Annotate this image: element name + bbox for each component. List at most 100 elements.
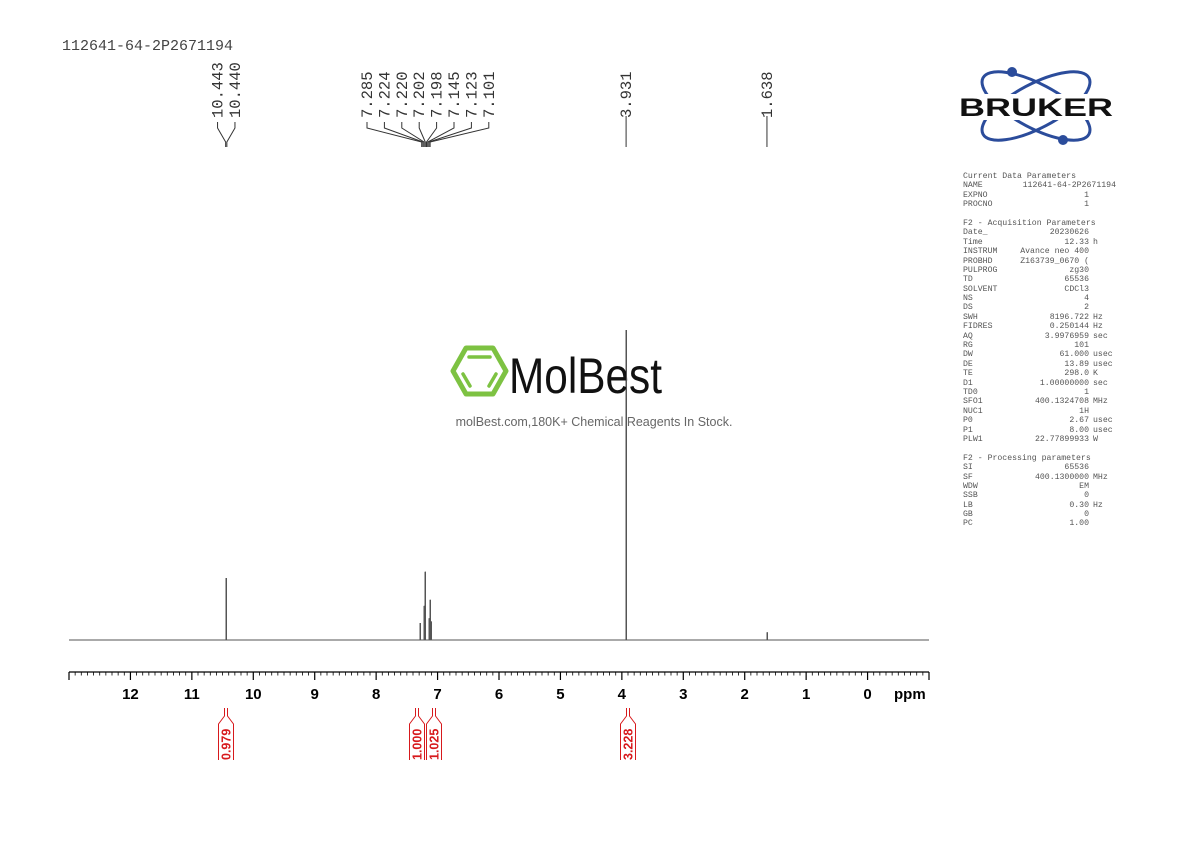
parameter-value: 101 [1074,341,1089,351]
parameter-row: DW 61.000 usec [963,350,1123,359]
parameter-row: INSTRUM Avance neo 400 [963,247,1123,256]
parameter-value: 298.0 [1064,369,1089,379]
peak-label: 3.931 [618,71,636,118]
parameter-unit [1089,482,1119,491]
molbest-logo: MolBest [450,345,662,404]
peak-label: 7.145 [446,71,464,118]
parameter-unit [1089,510,1119,519]
parameter-row: RG 101 [963,341,1123,350]
parameter-value: 1 [1084,200,1089,210]
x-tick-label: 5 [556,686,564,703]
parameter-value: Z163739_0670 ( [1020,256,1089,266]
parameter-name: TD0 [963,387,978,397]
parameter-row: SWH 8196.722 Hz [963,313,1123,322]
parameter-name: TE [963,369,973,379]
watermark-tagline: molBest.com,180K+ Chemical Reagents In S… [456,415,733,429]
parameter-name: DW [963,350,973,360]
parameter-value: 400.1300000 [1034,472,1089,482]
parameter-row: Time 12.33 h [963,238,1123,247]
peak-label: 1.638 [759,71,777,118]
parameter-name: INSTRUM [963,247,998,257]
parameter-name: TD [963,275,973,285]
peak-label: 7.123 [463,71,481,118]
parameter-row: LB 0.30 Hz [963,501,1123,510]
parameter-row: PULPROG zg30 [963,266,1123,275]
x-tick-label: 1 [802,686,810,703]
parameter-unit [1089,388,1119,397]
parameter-value: 0 [1084,491,1089,501]
parameter-unit [1089,303,1119,312]
peak-label: 7.224 [376,71,394,118]
parameter-row: NS 4 [963,294,1123,303]
hexagon-icon [450,345,509,397]
peak-label: 7.285 [359,71,377,118]
parameter-value: 1H [1079,406,1089,416]
parameter-unit [1089,257,1119,266]
x-axis: 12 11 10 9 8 7 6 5 4 3 2 1 0 [68,671,930,703]
parameter-name: DE [963,359,973,369]
parameter-value: 65536 [1064,275,1089,285]
x-tick-label: 10 [245,686,262,703]
parameter-value: 1.00000000 [1039,378,1089,388]
parameter-row: SF 400.1300000 MHz [963,473,1123,482]
parameter-name: PROCNO [963,200,993,210]
parameter-row: WDW EM [963,482,1123,491]
parameter-value: 3.9976959 [1044,331,1089,341]
peak-label-connector [401,122,425,147]
parameter-name: WDW [963,481,978,491]
parameter-unit: sec [1093,331,1108,341]
parameter-section-title: F2 - Acquisition Parameters [963,218,1096,228]
peak-label-connector [426,122,438,147]
parameter-unit: h [1093,237,1098,247]
parameter-name: RG [963,341,973,351]
parameter-row: SOLVENT CDCl3 [963,285,1123,294]
parameter-name: PC [963,519,973,529]
peak-label-connector [427,122,455,147]
peak-label-connector [366,122,423,147]
parameter-unit [1089,294,1119,303]
peak-label-connector [428,122,472,147]
parameter-value: 61.000 [1059,350,1089,360]
parameter-row: PLW1 22.77899933 W [963,435,1123,444]
parameter-row: PROBHD Z163739_0670 ( [963,257,1123,266]
parameter-row: D1 1.00000000 sec [963,379,1123,388]
parameter-unit [1089,463,1119,472]
parameter-unit: usec [1093,425,1113,435]
parameter-row: TD0 1 [963,388,1123,397]
parameter-value: 8196.722 [1049,312,1089,322]
parameter-row: PROCNO 1 [963,200,1123,209]
parameter-row: TE 298.0 K [963,369,1123,378]
peak-label: 7.220 [394,71,412,118]
peak-label: 7.101 [481,71,499,118]
parameter-unit: MHz [1093,397,1108,407]
parameter-unit: sec [1093,378,1108,388]
parameter-name: FIDRES [963,322,993,332]
peak-label-connector [383,122,424,147]
parameter-name: NAME [963,181,983,191]
parameter-value: 4 [1084,294,1089,304]
integral-bracket [620,708,636,760]
parameter-row: GB 0 [963,510,1123,519]
parameter-row: AQ 3.9976959 sec [963,332,1123,341]
parameter-value: 1 [1084,190,1089,200]
peak-label: 7.198 [429,71,447,118]
spacer [963,210,1123,219]
parameter-unit: usec [1093,359,1113,369]
parameter-value: 22.77899933 [1034,434,1089,444]
x-tick-label: 12 [122,686,139,703]
peak-labels: 10.443 10.440 7.285 7.224 7.220 7.202 7.198 7.1… [210,62,777,147]
watermark-name: MolBest [509,348,662,404]
integral-bracket [218,708,234,760]
parameter-value: 400.1324708 [1034,397,1089,407]
parameter-row: NUC1 1H [963,407,1123,416]
parameter-name: SSB [963,491,978,501]
parameter-row: DE 13.89 usec [963,360,1123,369]
parameter-name: D1 [963,378,973,388]
parameter-section-title: Current Data Parameters [963,172,1077,181]
peak-label: 10.443 [210,62,228,118]
parameter-unit [1089,228,1119,237]
parameter-unit [1089,491,1119,500]
x-tick-label: 9 [311,686,319,703]
parameter-name: EXPNO [963,190,988,200]
x-tick-label: 8 [372,686,380,703]
